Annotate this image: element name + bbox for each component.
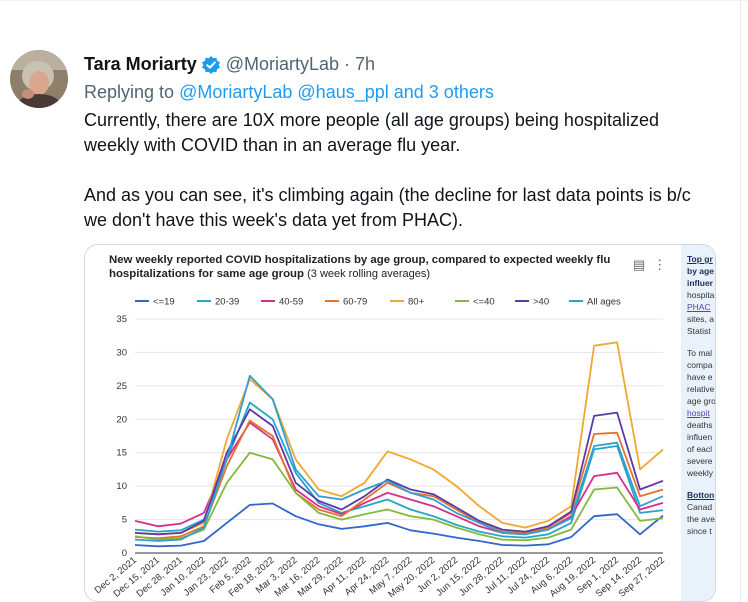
tweet-header: Tara Moriarty @MoriartyLab · 7h — [84, 54, 375, 75]
side-panel-line: hospita — [687, 290, 715, 300]
y-tick-label: 20 — [116, 414, 127, 425]
legend-label: >40 — [533, 297, 549, 308]
y-tick-label: 10 — [116, 481, 127, 492]
legend-label: 60-79 — [343, 297, 367, 308]
more-options-icon[interactable]: ⋮ — [653, 257, 675, 272]
side-panel-line: Top gr — [687, 254, 713, 264]
replying-to: Replying to @MoriartyLab @haus_ppl and 3… — [84, 82, 494, 103]
author-name[interactable]: Tara Moriarty — [84, 54, 197, 74]
side-panel-line: weekly — [687, 468, 713, 478]
legend-label: <=19 — [153, 297, 175, 308]
side-panel-line: PHAC — [687, 302, 711, 312]
side-panel-line: sites, a — [687, 314, 714, 324]
series-line-<=40 — [134, 451, 664, 542]
tweet-text: Currently, there are 10X more people (al… — [84, 108, 734, 233]
side-panel-line: Botton — [687, 490, 715, 500]
side-panel-line: by age — [687, 266, 714, 276]
tweet-text-line: And as you can see, it's climbing again … — [84, 185, 691, 205]
tweet-text-line: we don't have this week's data yet from … — [84, 210, 464, 230]
y-tick-label: 0 — [122, 548, 127, 559]
side-panel-line: since t — [687, 526, 712, 536]
side-panel-line: age gro — [687, 396, 716, 406]
series-line-<=19 — [134, 502, 664, 548]
side-panel-line: hospit — [687, 408, 710, 418]
legend-label: 80+ — [408, 297, 425, 308]
side-panel-line: influen — [687, 432, 713, 442]
y-tick-label: 30 — [116, 347, 127, 358]
side-panel-line: Statist — [687, 326, 711, 336]
y-tick-label: 25 — [116, 381, 127, 392]
side-panel-line: relative — [687, 384, 715, 394]
avatar-image — [10, 50, 68, 108]
legend-label: All ages — [587, 297, 621, 308]
side-panel-line: Canad — [687, 502, 713, 512]
top-divider — [0, 0, 748, 1]
chart-title-text: New weekly reported COVID hospitalizatio… — [109, 254, 611, 280]
right-divider — [740, 0, 741, 602]
avatar[interactable] — [10, 50, 68, 108]
chart-subtitle: (3 week rolling averages) — [307, 268, 430, 280]
reply-others-link[interactable]: and 3 others — [393, 82, 494, 102]
legend-label: 40-59 — [279, 297, 303, 308]
legend-label: <=40 — [473, 297, 495, 308]
reply-mention-2[interactable]: @haus_ppl — [297, 82, 389, 102]
side-panel: Top gr by age influer hospita PHAC sites, a St… — [681, 245, 716, 601]
tweet-time[interactable]: · 7h — [344, 54, 376, 74]
chart-title: New weekly reported COVID hospitalizatio… — [109, 253, 629, 281]
tweet-text-line: Currently, there are 10X more people (al… — [84, 110, 659, 130]
side-panel-line: deaths — [687, 420, 713, 430]
verified-badge-icon — [201, 55, 221, 75]
series-line-All ages — [134, 374, 664, 542]
side-panel-line: severe — [687, 456, 713, 466]
legend-label: 20-39 — [215, 297, 239, 308]
y-tick-label: 35 — [116, 314, 127, 325]
side-panel-line: To mal — [687, 348, 713, 358]
author-handle[interactable]: @MoriartyLab — [225, 54, 340, 74]
y-tick-label: 15 — [116, 448, 127, 459]
series-line->40 — [134, 408, 664, 536]
side-panel-line: the ave — [687, 514, 715, 524]
chart-toolbar: ▤⋮ — [633, 257, 674, 273]
side-panel-line: of eacl — [687, 444, 713, 454]
y-tick-label: 5 — [122, 515, 127, 526]
side-panel-line: have e — [687, 372, 713, 382]
side-panel-line: influer — [687, 278, 713, 288]
chart-explore-icon[interactable]: ▤ — [633, 257, 654, 272]
reply-mention-1[interactable]: @MoriartyLab — [179, 82, 293, 102]
tweet-image-card[interactable]: New weekly reported COVID hospitalizatio… — [84, 244, 716, 602]
series-line-80+ — [134, 341, 664, 536]
replying-prefix: Replying to — [84, 82, 175, 102]
side-panel-line: compa — [687, 360, 713, 370]
tweet-text-line: weekly with COVID than in an average flu… — [84, 135, 461, 155]
